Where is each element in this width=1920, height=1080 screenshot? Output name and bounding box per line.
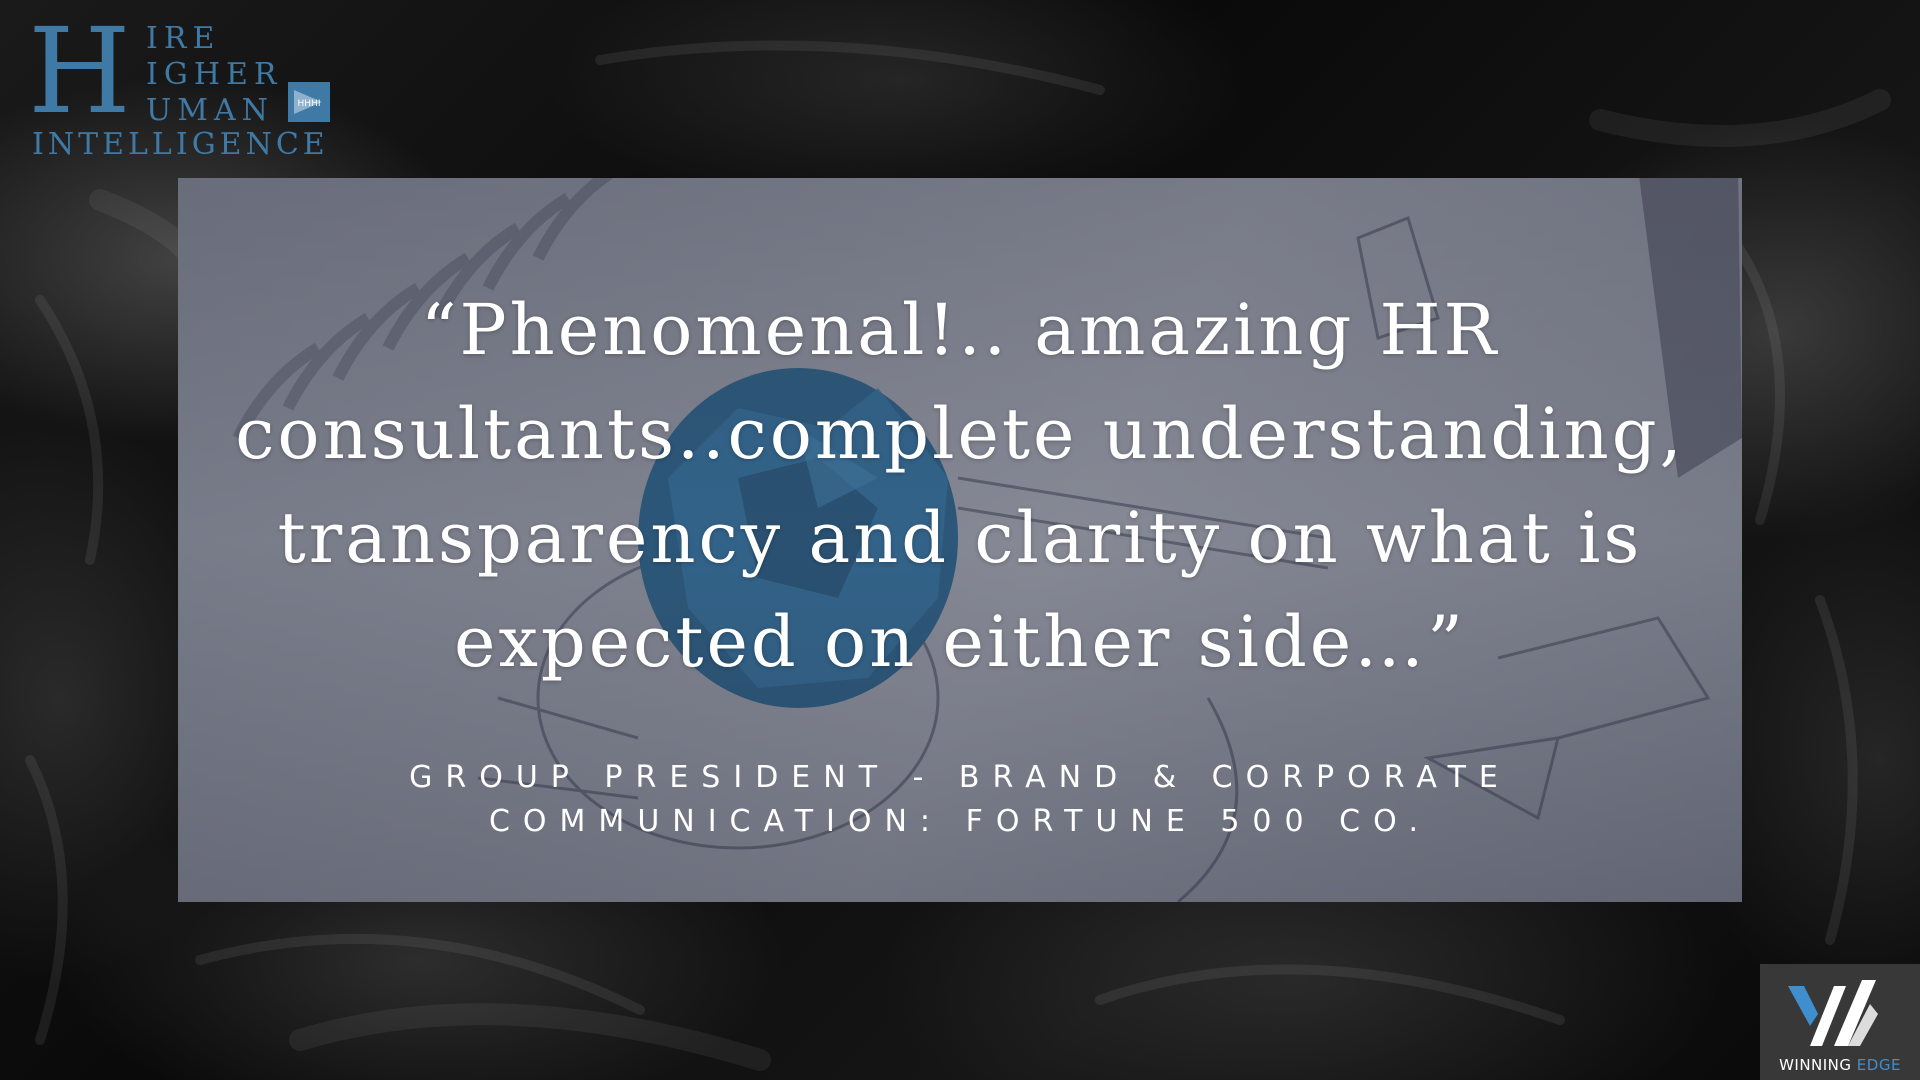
winning-edge-badge: WINNING EDGE xyxy=(1760,964,1920,1080)
winning-edge-logo-icon xyxy=(1788,980,1878,1046)
logo-line-higher: IGHER xyxy=(146,57,283,92)
winning-edge-label: WINNING EDGE xyxy=(1760,1056,1920,1074)
logo-line-human: UMAN xyxy=(146,93,274,128)
logo-line-intelligence: INTELLIGENCE xyxy=(32,127,329,162)
attribution-line-1: GROUP PRESIDENT - BRAND & CORPORATE xyxy=(409,760,1511,795)
winning-edge-label-part1: WINNING xyxy=(1779,1056,1857,1074)
testimonial-quote: “Phenomenal!.. amazing HR consultants..c… xyxy=(235,289,1685,683)
logo-letter-h: H xyxy=(28,2,131,140)
company-logo: H IRE IGHER UMAN INTELLIGENCE HHHI xyxy=(28,12,348,168)
attribution-line-2: COMMUNICATION: FORTUNE 500 CO. xyxy=(488,804,1431,839)
logo-flag-icon: HHHI xyxy=(288,82,330,122)
winning-edge-label-part2: EDGE xyxy=(1856,1056,1901,1074)
testimonial-attribution: GROUP PRESIDENT - BRAND & CORPORATE COMM… xyxy=(178,756,1742,844)
logo-badge-text: HHHI xyxy=(298,99,321,109)
testimonial-panel: “Phenomenal!.. amazing HR consultants..c… xyxy=(178,178,1742,902)
logo-line-hire: IRE xyxy=(146,21,221,56)
